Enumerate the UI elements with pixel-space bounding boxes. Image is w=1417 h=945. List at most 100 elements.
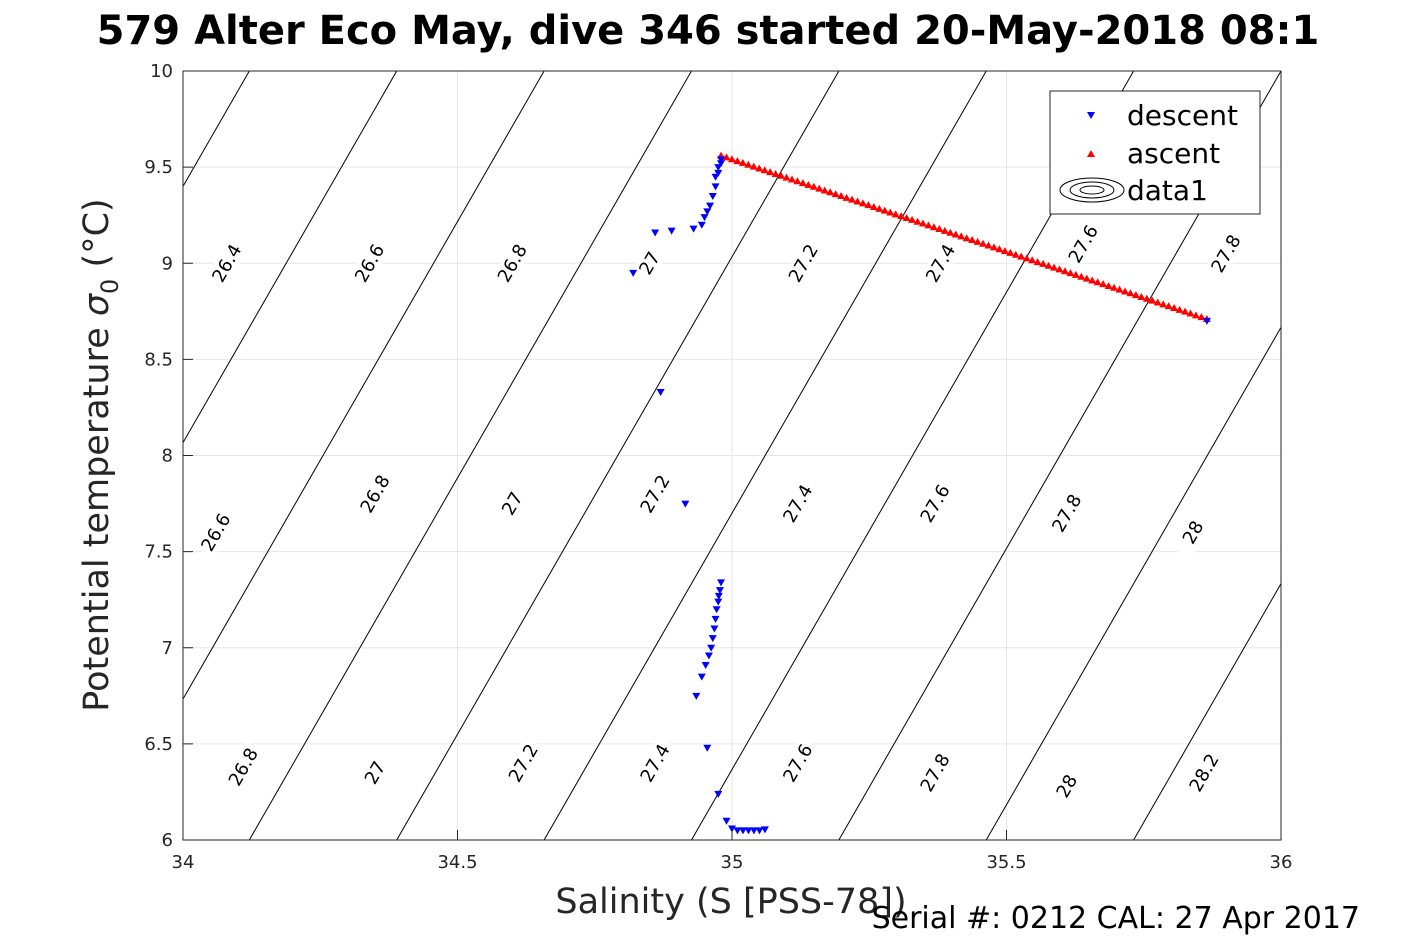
ascent-point: [722, 153, 731, 161]
contour-line: [183, 71, 545, 701]
legend-ascent-label: ascent: [1127, 137, 1220, 170]
descent-point: [733, 827, 742, 835]
contour-label-bg: [1045, 486, 1089, 540]
chart-title: 579 Alter Eco May, dive 346 started 20-M…: [97, 8, 1320, 54]
ascent-point: [1115, 285, 1124, 293]
ascent-point: [1099, 280, 1108, 288]
descent-point: [717, 160, 726, 168]
y-tick-label: 7.5: [144, 542, 173, 563]
ascent-point: [798, 179, 807, 187]
contour-label-bg: [353, 746, 397, 800]
ascent-point: [815, 184, 824, 192]
contour-label-bg: [913, 746, 957, 800]
y-axis-title-symbol: σ: [77, 292, 117, 316]
ascent-point: [727, 155, 736, 163]
ascent-point: [1170, 303, 1179, 311]
x-tick-label: 34: [172, 852, 195, 873]
descent-point: [717, 156, 726, 164]
descent-point: [708, 192, 717, 200]
contour-label-bg: [501, 736, 545, 790]
descent-point: [722, 817, 731, 825]
descent-point: [703, 208, 712, 216]
y-axis-title-subscript: 0: [96, 279, 124, 294]
ascent-point: [1077, 272, 1086, 280]
contour-label-bg: [776, 736, 820, 790]
ascent-point: [1104, 281, 1113, 289]
contour-label-bg: [353, 467, 397, 521]
ascent-point: [1060, 267, 1069, 275]
y-tick-label: 7: [162, 638, 173, 659]
descent-point: [717, 579, 726, 587]
descent-point: [697, 221, 706, 229]
ascent-point: [1082, 274, 1091, 282]
ascent-point: [1142, 294, 1151, 302]
legend: descent ascent data1: [1049, 90, 1261, 215]
ascent-point: [924, 221, 933, 229]
descent-point: [760, 826, 769, 834]
ascent-point: [1120, 287, 1129, 295]
descent-point: [706, 202, 715, 210]
ascent-point: [771, 169, 780, 177]
ascent-point: [1153, 298, 1162, 306]
contour-line: [543, 71, 987, 840]
y-tick-label: 9.5: [144, 157, 173, 178]
descent-point: [711, 183, 720, 191]
contour-label-bg: [1061, 217, 1105, 271]
ascent-point: [820, 186, 829, 194]
descent-point: [697, 673, 706, 681]
ascent-point: [1186, 309, 1195, 317]
y-tick-label: 10: [150, 61, 173, 82]
contour-label-bg: [919, 236, 963, 290]
ascent-point: [962, 234, 971, 242]
density-contours: [183, 71, 1281, 840]
y-axis-ticks: 6 6.5 7 7.5 8 8.5 9 9.5 10: [144, 61, 193, 851]
contour-label-bg: [913, 477, 957, 530]
ascent-point: [858, 199, 867, 207]
descent-point: [744, 827, 753, 835]
ascent-point: [848, 195, 857, 203]
y-tick-label: 6.5: [144, 734, 173, 755]
ascent-point: [1148, 296, 1157, 304]
contour-label-bg: [628, 236, 672, 290]
ascent-point: [984, 241, 993, 249]
contour-line: [985, 326, 1281, 840]
contour-line: [396, 71, 840, 840]
footer-note: Serial #: 0212 CAL: 27 Apr 2017: [872, 901, 1360, 936]
contour-labels: 26.4 26.6 26.8 27 27.2 27.4 27.6 27.826.626.8 27…: [194, 217, 1248, 813]
descent-point: [714, 169, 723, 177]
descent-point: [711, 173, 720, 181]
descent-point: [738, 827, 747, 835]
ascent-point: [1071, 270, 1080, 278]
legend-data1-label: data1: [1127, 174, 1208, 207]
ascent-point: [837, 191, 846, 199]
ascent-point: [902, 214, 911, 222]
contour-label-bg: [1045, 759, 1089, 813]
x-tick-label: 35: [721, 852, 744, 873]
y-tick-label: 6: [162, 830, 173, 851]
ascent-point: [940, 226, 949, 234]
descent-point: [692, 692, 701, 700]
descent-point: [1202, 317, 1211, 325]
contour-label-bg: [781, 236, 825, 290]
ascent-point: [973, 237, 982, 245]
descent-point: [681, 500, 690, 508]
ascent-point: [1159, 300, 1168, 308]
contour-label-bg: [348, 236, 392, 290]
contour-line: [183, 71, 398, 444]
ascent-point: [929, 223, 938, 231]
ascent-point: [908, 215, 917, 223]
descent-point: [629, 269, 638, 277]
ascent-point: [1050, 263, 1059, 271]
ascent-point: [891, 210, 900, 218]
contour-label-bg: [1204, 227, 1248, 280]
ascent-point: [809, 182, 818, 190]
ascent-point: [989, 243, 998, 251]
y-tick-label: 8.5: [144, 349, 173, 370]
descent-point: [755, 827, 764, 835]
contour-line: [1280, 838, 1281, 840]
legend-descent-label: descent: [1127, 99, 1238, 132]
descent-point: [712, 606, 721, 614]
descent-point: [708, 635, 717, 643]
descent-point: [707, 644, 716, 652]
y-tick-label: 9: [162, 253, 173, 274]
